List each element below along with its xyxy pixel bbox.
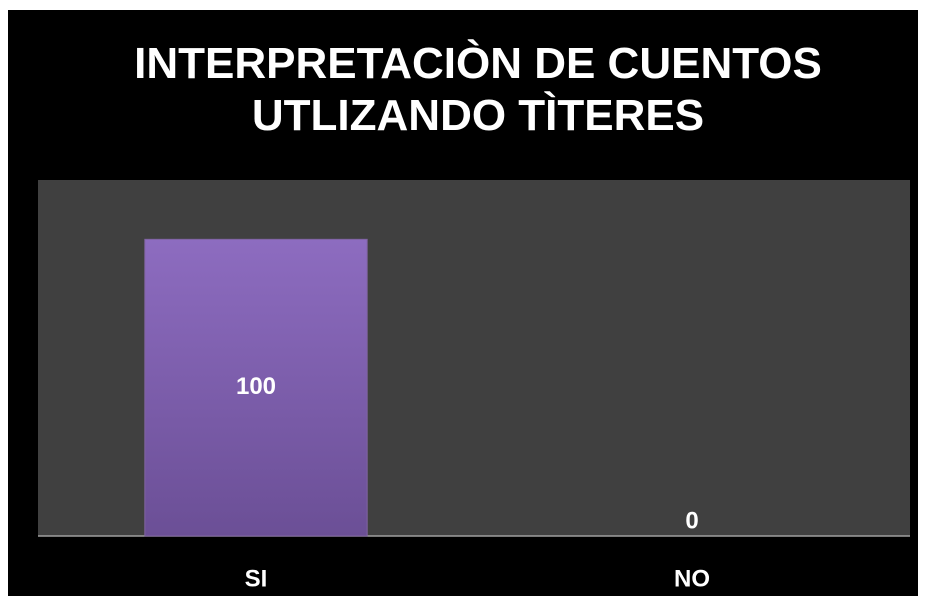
chart-title: INTERPRETACIÒN DE CUENTOS UTLIZANDO TÌTE… [134, 39, 822, 140]
x-tick-label: SI [245, 565, 268, 592]
bar [144, 238, 368, 537]
data-label: 100 [236, 373, 276, 400]
data-label: 0 [685, 507, 698, 534]
x-tick-label: NO [674, 565, 710, 592]
